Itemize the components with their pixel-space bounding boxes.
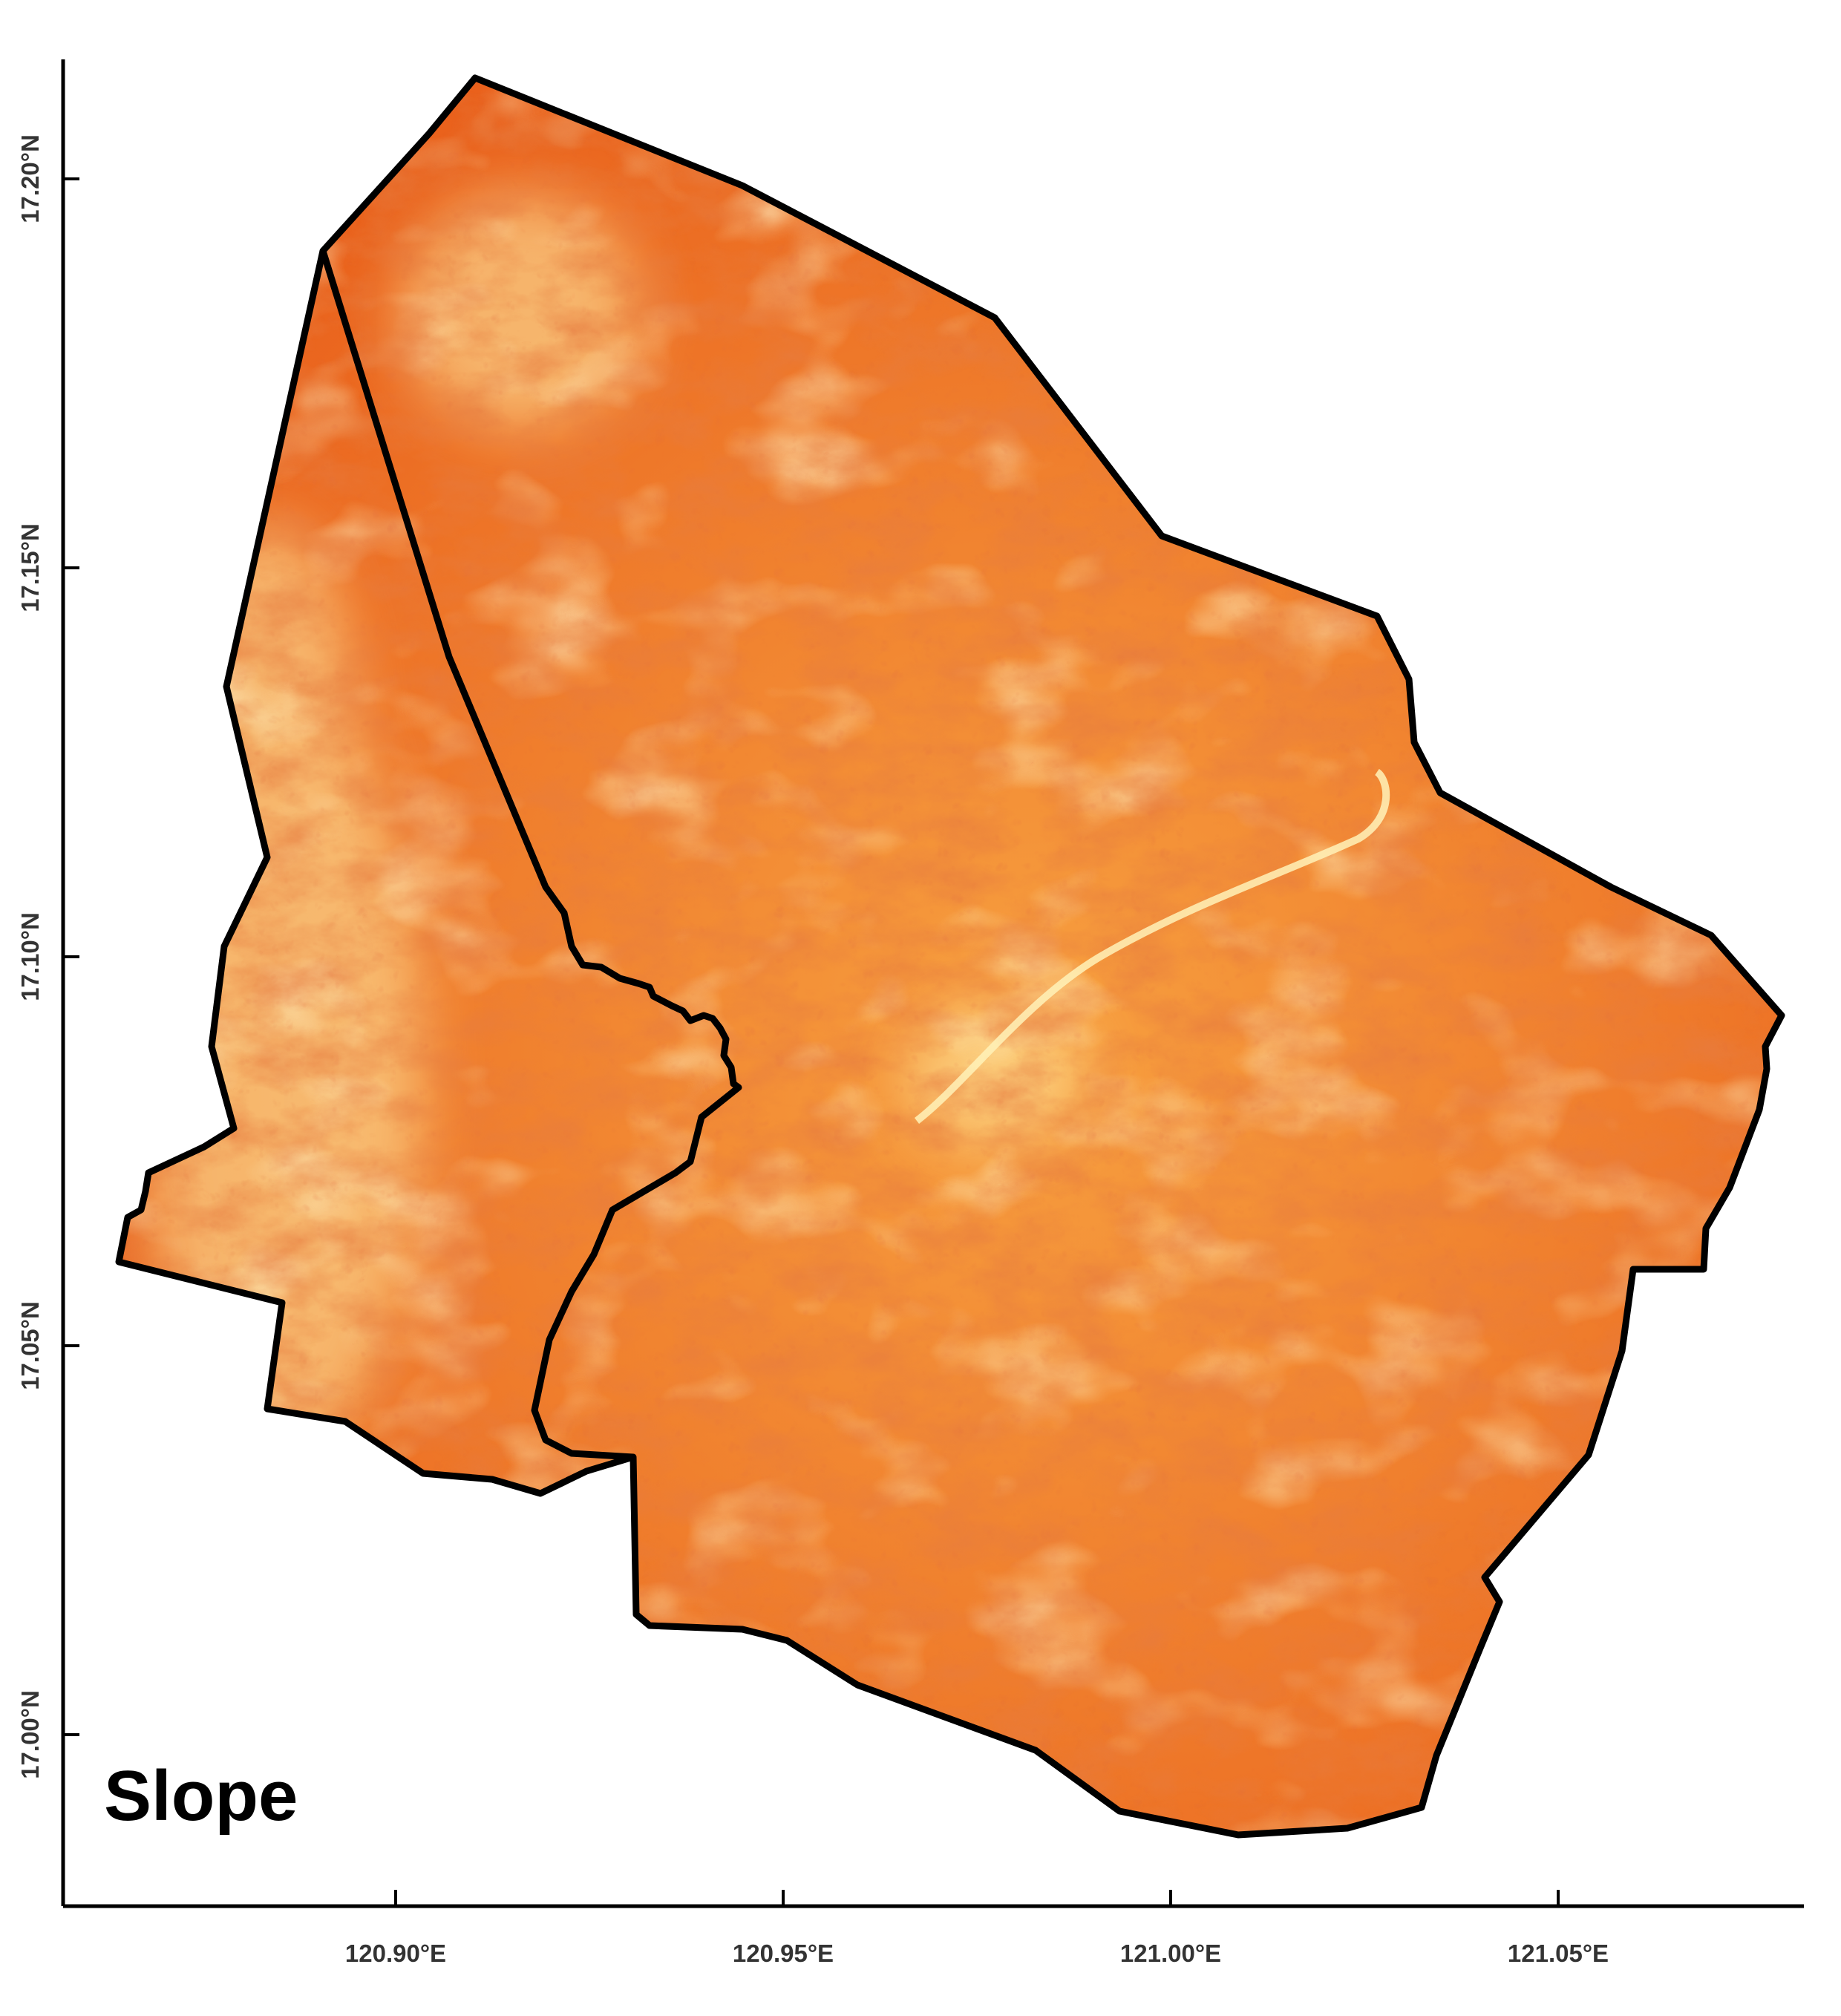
river-line (914, 768, 1390, 1124)
y-tick-label: 17.20°N (16, 134, 44, 223)
y-tick-label: 17.05°N (16, 1301, 44, 1390)
y-tick-label: 17.10°N (16, 912, 44, 1001)
x-tick-label: 121.00°E (1120, 1940, 1221, 1967)
outer-boundary (115, 74, 1785, 1839)
x-tick-label: 120.95°E (733, 1940, 834, 1967)
axes (61, 59, 1804, 1908)
y-tick-label: 17.00°N (16, 1690, 44, 1779)
map-title: Slope (104, 1756, 298, 1836)
y-axis-ticks: 17.00°N 17.05°N 17.10°N 17.15°N 17.20°N (16, 134, 79, 1779)
inner-boundary (319, 249, 742, 1461)
district-boundaries (115, 74, 1785, 1839)
x-tick-label: 121.05°E (1508, 1940, 1609, 1967)
x-axis-ticks: 120.90°E 120.95°E 121.00°E 121.05°E (345, 1890, 1609, 1967)
slope-raster (119, 78, 1782, 1835)
y-tick-label: 17.15°N (16, 523, 44, 612)
x-tick-label: 120.90°E (345, 1940, 446, 1967)
